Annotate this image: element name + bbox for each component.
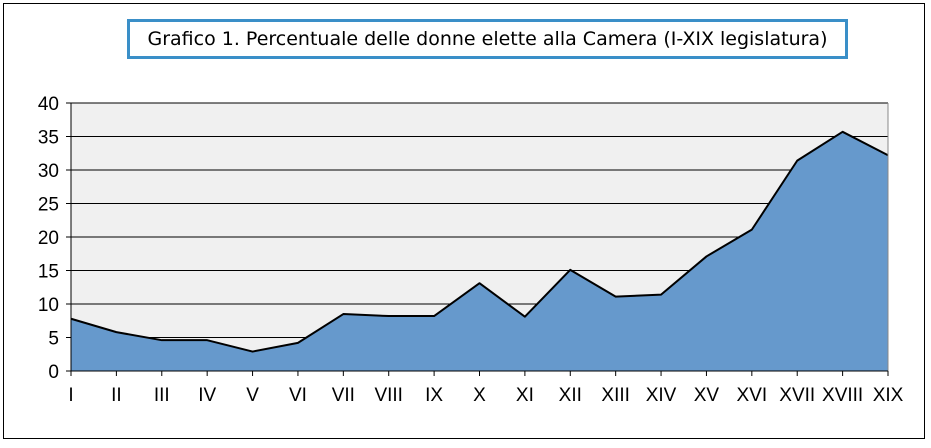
y-tick-label: 15 bbox=[38, 262, 59, 283]
y-tick-label: 30 bbox=[38, 161, 59, 182]
x-tick-label: III bbox=[154, 385, 170, 406]
x-tick-label: XV bbox=[694, 385, 720, 406]
x-tick-label: IX bbox=[425, 385, 443, 406]
y-tick-label: 20 bbox=[38, 228, 59, 249]
x-tick-label: XVII bbox=[779, 385, 815, 406]
x-tick-label: VIII bbox=[374, 385, 403, 406]
chart-title: Grafico 1. Percentuale delle donne elett… bbox=[147, 28, 828, 50]
x-tick-label: XVI bbox=[737, 385, 768, 406]
y-tick-label: 35 bbox=[38, 128, 59, 149]
x-tick-label: VI bbox=[289, 385, 307, 406]
x-tick-label: XVIII bbox=[822, 385, 863, 406]
x-tick-label: I bbox=[68, 385, 73, 406]
x-tick-label: V bbox=[246, 385, 259, 406]
y-tick-label: 10 bbox=[38, 295, 59, 316]
y-tick-label: 5 bbox=[48, 329, 59, 350]
y-tick-label: 40 bbox=[38, 94, 59, 115]
x-tick-label: VII bbox=[332, 385, 355, 406]
x-tick-label: II bbox=[111, 385, 122, 406]
x-tick-label: XI bbox=[516, 385, 534, 406]
y-tick-label: 0 bbox=[48, 362, 59, 383]
x-tick-label: XII bbox=[559, 385, 582, 406]
area-series bbox=[71, 131, 888, 371]
x-tick-label: XIX bbox=[873, 385, 904, 406]
x-tick-label: IV bbox=[198, 385, 216, 406]
x-tick-label: XIII bbox=[601, 385, 630, 406]
x-tick-label: XIV bbox=[646, 385, 677, 406]
y-tick-label: 25 bbox=[38, 195, 59, 216]
chart-title-box: Grafico 1. Percentuale delle donne elett… bbox=[127, 19, 848, 59]
x-tick-label: X bbox=[473, 385, 486, 406]
